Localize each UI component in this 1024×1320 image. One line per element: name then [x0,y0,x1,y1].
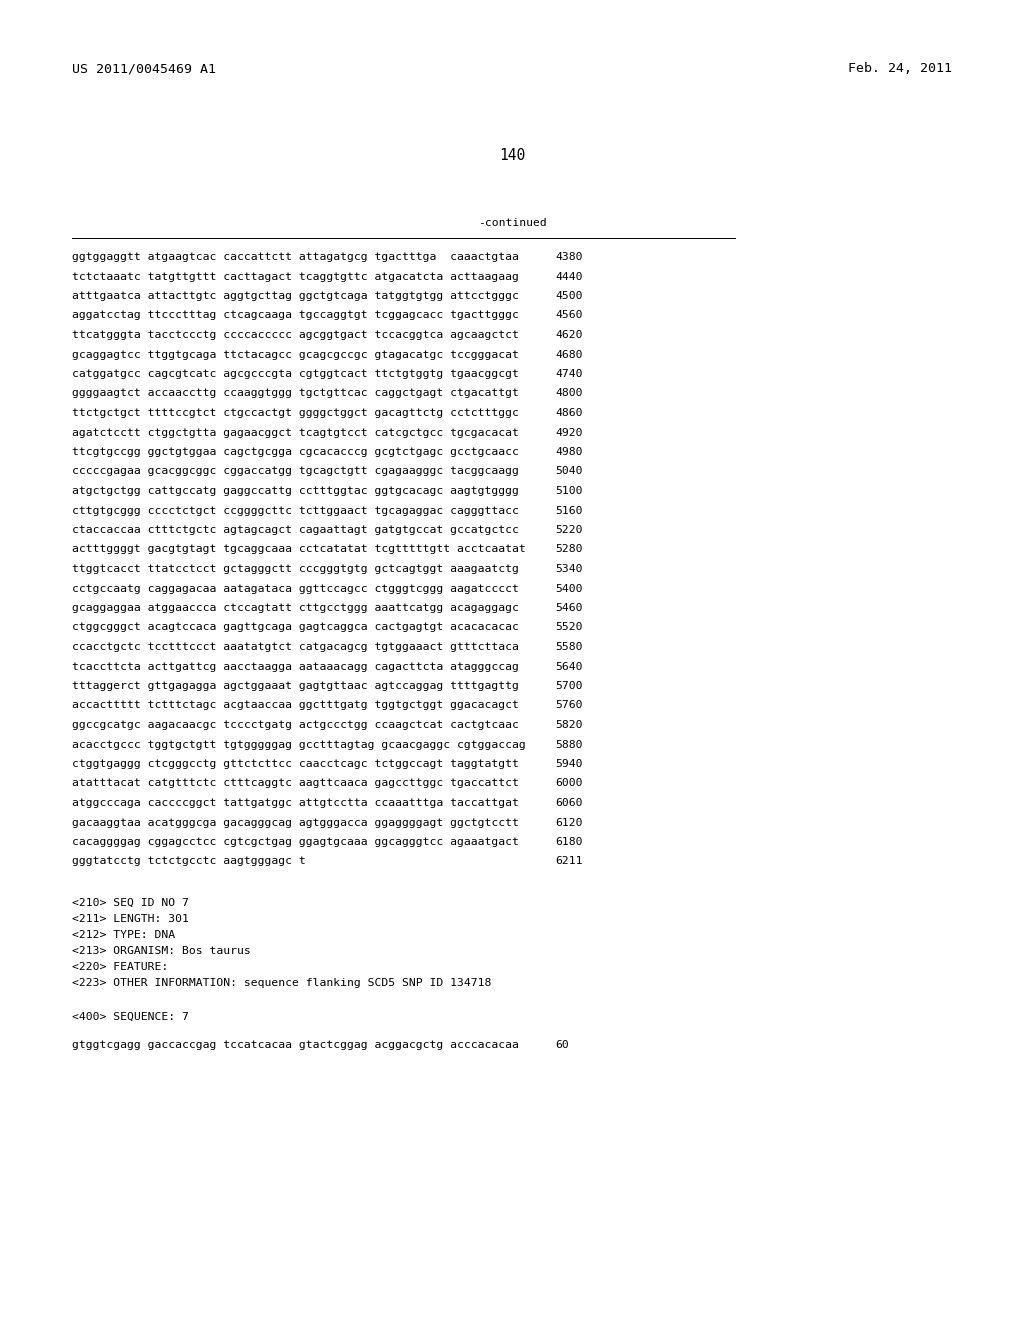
Text: 5400: 5400 [555,583,583,594]
Text: 4800: 4800 [555,388,583,399]
Text: 4440: 4440 [555,272,583,281]
Text: acacctgccc tggtgctgtt tgtgggggag gcctttagtag gcaacgaggc cgtggaccag: acacctgccc tggtgctgtt tgtgggggag gccttta… [72,739,525,750]
Text: atgctgctgg cattgccatg gaggccattg cctttggtac ggtgcacagc aagtgtgggg: atgctgctgg cattgccatg gaggccattg cctttgg… [72,486,519,496]
Text: 5460: 5460 [555,603,583,612]
Text: 5580: 5580 [555,642,583,652]
Text: 4560: 4560 [555,310,583,321]
Text: 6211: 6211 [555,857,583,866]
Text: 5940: 5940 [555,759,583,770]
Text: 5040: 5040 [555,466,583,477]
Text: 4740: 4740 [555,370,583,379]
Text: 6120: 6120 [555,817,583,828]
Text: 4620: 4620 [555,330,583,341]
Text: 6060: 6060 [555,799,583,808]
Text: agatctcctt ctggctgtta gagaacggct tcagtgtcct catcgctgcc tgcgacacat: agatctcctt ctggctgtta gagaacggct tcagtgt… [72,428,519,437]
Text: ccacctgctc tcctttccct aaatatgtct catgacagcg tgtggaaact gtttcttaca: ccacctgctc tcctttccct aaatatgtct catgaca… [72,642,519,652]
Text: 5760: 5760 [555,701,583,710]
Text: ggggaagtct accaaccttg ccaaggtggg tgctgttcac caggctgagt ctgacattgt: ggggaagtct accaaccttg ccaaggtggg tgctgtt… [72,388,519,399]
Text: cctgccaatg caggagacaa aatagataca ggttccagcc ctgggtcggg aagatcccct: cctgccaatg caggagacaa aatagataca ggttcca… [72,583,519,594]
Text: ttcatgggta tacctccctg ccccaccccc agcggtgact tccacggtca agcaagctct: ttcatgggta tacctccctg ccccaccccc agcggtg… [72,330,519,341]
Text: atttgaatca attacttgtc aggtgcttag ggctgtcaga tatggtgtgg attcctgggc: atttgaatca attacttgtc aggtgcttag ggctgtc… [72,290,519,301]
Text: accacttttt tctttctagc acgtaaccaa ggctttgatg tggtgctggt ggacacagct: accacttttt tctttctagc acgtaaccaa ggctttg… [72,701,519,710]
Text: cccccgagaa gcacggcggc cggaccatgg tgcagctgtt cgagaagggc tacggcaagg: cccccgagaa gcacggcggc cggaccatgg tgcagct… [72,466,519,477]
Text: 5340: 5340 [555,564,583,574]
Text: 5880: 5880 [555,739,583,750]
Text: 5100: 5100 [555,486,583,496]
Text: <213> ORGANISM: Bos taurus: <213> ORGANISM: Bos taurus [72,946,251,956]
Text: ttggtcacct ttatcctcct gctagggctt cccgggtgtg gctcagtggt aaagaatctg: ttggtcacct ttatcctcct gctagggctt cccgggt… [72,564,519,574]
Text: actttggggt gacgtgtagt tgcaggcaaa cctcatatat tcgtttttgtt acctcaatat: actttggggt gacgtgtagt tgcaggcaaa cctcata… [72,544,525,554]
Text: 4380: 4380 [555,252,583,261]
Text: atggcccaga caccccggct tattgatggc attgtcctta ccaaatttga taccattgat: atggcccaga caccccggct tattgatggc attgtcc… [72,799,519,808]
Text: 60: 60 [555,1040,568,1049]
Text: ggtggaggtt atgaagtcac caccattctt attagatgcg tgactttga  caaactgtaa: ggtggaggtt atgaagtcac caccattctt attagat… [72,252,519,261]
Text: 5640: 5640 [555,661,583,672]
Text: gacaaggtaa acatgggcga gacagggcag agtgggacca ggaggggagt ggctgtcctt: gacaaggtaa acatgggcga gacagggcag agtggga… [72,817,519,828]
Text: -continued: -continued [477,218,547,228]
Text: cttgtgcggg cccctctgct ccggggcttc tcttggaact tgcagaggac cagggttacc: cttgtgcggg cccctctgct ccggggcttc tcttgga… [72,506,519,516]
Text: 5700: 5700 [555,681,583,690]
Text: ctaccaccaa ctttctgctc agtagcagct cagaattagt gatgtgccat gccatgctcc: ctaccaccaa ctttctgctc agtagcagct cagaatt… [72,525,519,535]
Text: 5520: 5520 [555,623,583,632]
Text: atatttacat catgtttctc ctttcaggtc aagttcaaca gagccttggc tgaccattct: atatttacat catgtttctc ctttcaggtc aagttca… [72,779,519,788]
Text: 5820: 5820 [555,719,583,730]
Text: <210> SEQ ID NO 7: <210> SEQ ID NO 7 [72,898,188,908]
Text: ttctgctgct ttttccgtct ctgccactgt ggggctggct gacagttctg cctctttggc: ttctgctgct ttttccgtct ctgccactgt ggggctg… [72,408,519,418]
Text: ggccgcatgc aagacaacgc tcccctgatg actgccctgg ccaagctcat cactgtcaac: ggccgcatgc aagacaacgc tcccctgatg actgccc… [72,719,519,730]
Text: 4500: 4500 [555,290,583,301]
Text: <223> OTHER INFORMATION: sequence flanking SCD5 SNP ID 134718: <223> OTHER INFORMATION: sequence flanki… [72,978,492,987]
Text: <212> TYPE: DNA: <212> TYPE: DNA [72,931,175,940]
Text: ctggtgaggg ctcgggcctg gttctcttcc caacctcagc tctggccagt taggtatgtt: ctggtgaggg ctcgggcctg gttctcttcc caacctc… [72,759,519,770]
Text: US 2011/0045469 A1: US 2011/0045469 A1 [72,62,216,75]
Text: gtggtcgagg gaccaccgag tccatcacaa gtactcggag acggacgctg acccacacaa: gtggtcgagg gaccaccgag tccatcacaa gtactcg… [72,1040,519,1049]
Text: <211> LENGTH: 301: <211> LENGTH: 301 [72,913,188,924]
Text: 5220: 5220 [555,525,583,535]
Text: cacaggggag cggagcctcc cgtcgctgag ggagtgcaaa ggcagggtcc agaaatgact: cacaggggag cggagcctcc cgtcgctgag ggagtgc… [72,837,519,847]
Text: ttcgtgccgg ggctgtggaa cagctgcgga cgcacacccg gcgtctgagc gcctgcaacc: ttcgtgccgg ggctgtggaa cagctgcgga cgcacac… [72,447,519,457]
Text: gggtatcctg tctctgcctc aagtgggagc t: gggtatcctg tctctgcctc aagtgggagc t [72,857,306,866]
Text: tcaccttcta acttgattcg aacctaagga aataaacagg cagacttcta atagggccag: tcaccttcta acttgattcg aacctaagga aataaac… [72,661,519,672]
Text: catggatgcc cagcgtcatc agcgcccgta cgtggtcact ttctgtggtg tgaacggcgt: catggatgcc cagcgtcatc agcgcccgta cgtggtc… [72,370,519,379]
Text: 140: 140 [499,148,525,162]
Text: 6000: 6000 [555,779,583,788]
Text: tctctaaatc tatgttgttt cacttagact tcaggtgttc atgacatcta acttaagaag: tctctaaatc tatgttgttt cacttagact tcaggtg… [72,272,519,281]
Text: 4860: 4860 [555,408,583,418]
Text: <400> SEQUENCE: 7: <400> SEQUENCE: 7 [72,1012,188,1022]
Text: 4680: 4680 [555,350,583,359]
Text: aggatcctag ttccctttag ctcagcaaga tgccaggtgt tcggagcacc tgacttgggc: aggatcctag ttccctttag ctcagcaaga tgccagg… [72,310,519,321]
Text: ctggcgggct acagtccaca gagttgcaga gagtcaggca cactgagtgt acacacacac: ctggcgggct acagtccaca gagttgcaga gagtcag… [72,623,519,632]
Text: 4920: 4920 [555,428,583,437]
Text: 4980: 4980 [555,447,583,457]
Text: tttaggerct gttgagagga agctggaaat gagtgttaac agtccaggag ttttgagttg: tttaggerct gttgagagga agctggaaat gagtgtt… [72,681,519,690]
Text: <220> FEATURE:: <220> FEATURE: [72,962,168,972]
Text: gcaggaggaa atggaaccca ctccagtatt cttgcctggg aaattcatgg acagaggagc: gcaggaggaa atggaaccca ctccagtatt cttgcct… [72,603,519,612]
Text: 5160: 5160 [555,506,583,516]
Text: gcaggagtcc ttggtgcaga ttctacagcc gcagcgccgc gtagacatgc tccgggacat: gcaggagtcc ttggtgcaga ttctacagcc gcagcgc… [72,350,519,359]
Text: 6180: 6180 [555,837,583,847]
Text: 5280: 5280 [555,544,583,554]
Text: Feb. 24, 2011: Feb. 24, 2011 [848,62,952,75]
